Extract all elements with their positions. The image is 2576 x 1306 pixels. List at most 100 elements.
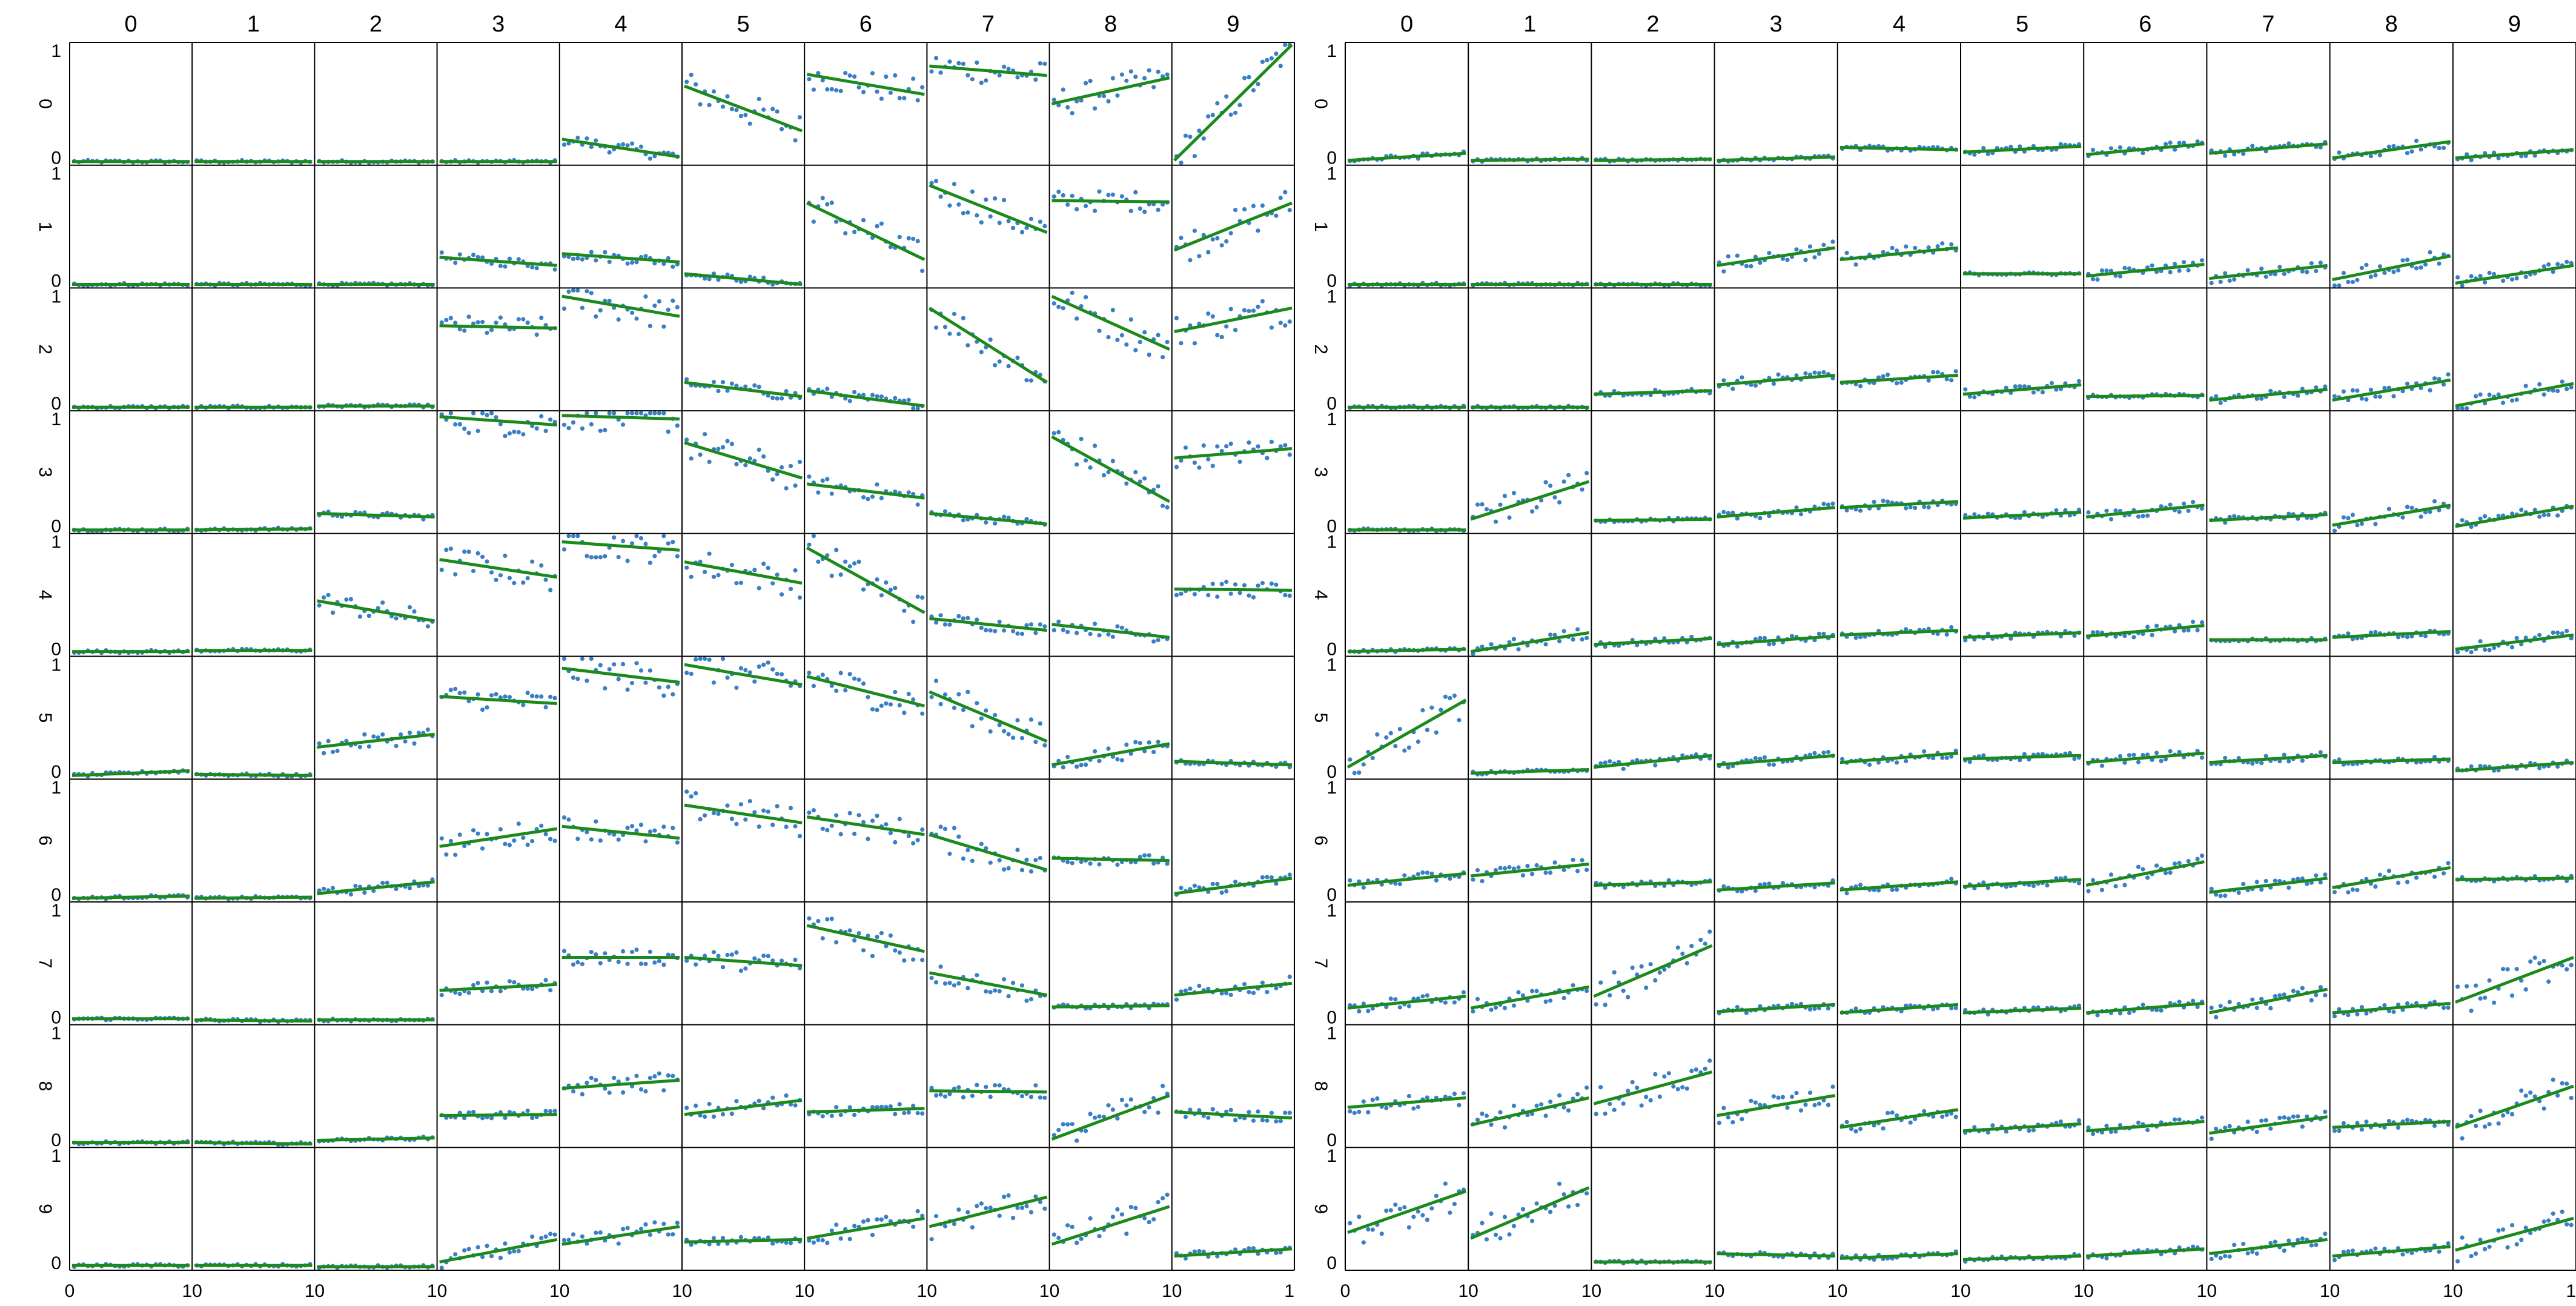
data-point-1-8-1-9 (1511, 1103, 1517, 1109)
data-point-0-8-6-3 (820, 1114, 825, 1119)
data-point-1-5-3-12 (1771, 762, 1776, 767)
fit-line-1-2-2 (1594, 389, 1712, 396)
fit-line-0-9-5 (684, 1238, 803, 1244)
data-point-1-3-3-4 (1735, 516, 1740, 521)
data-point-0-3-9-12 (1228, 442, 1233, 446)
data-point-1-7-2-6 (1621, 989, 1626, 993)
data-point-0-8-8-1 (1056, 1127, 1061, 1133)
data-point-1-8-1-7 (1502, 1125, 1508, 1130)
data-point-0-1-4-24 (670, 264, 675, 269)
data-point-0-0-8-16 (1124, 78, 1129, 83)
data-point-0-3-5-11 (734, 462, 739, 466)
data-point-0-2-3-10 (485, 330, 489, 336)
data-point-0-0-6-8 (843, 71, 848, 76)
data-point-1-3-5-2 (1972, 512, 1977, 517)
data-point-0-2-4-8 (598, 308, 603, 313)
data-point-0-6-5-23 (788, 806, 793, 810)
data-point-0-0-7-16 (1002, 64, 1007, 69)
data-point-0-2-3-5 (462, 328, 467, 333)
data-point-1-2-7-1 (2214, 394, 2219, 399)
data-point-0-9-8-22 (1151, 1217, 1156, 1222)
data-point-0-2-6-16 (879, 394, 884, 399)
data-point-1-2-9-5 (2478, 392, 2483, 397)
data-point-1-2-3-5 (1740, 375, 1744, 380)
data-point-0-5-3-3 (453, 686, 458, 691)
data-point-1-8-1-17 (1548, 1099, 1553, 1104)
data-point-0-2-9-21 (1269, 325, 1274, 330)
data-point-0-0-7-0 (929, 69, 934, 74)
data-point-0-2-6-19 (893, 396, 898, 401)
data-point-0-4-7-25 (1042, 624, 1047, 629)
data-point-0-0-4-17 (638, 144, 644, 149)
data-point-1-1-8-4 (2350, 279, 2355, 285)
data-point-1-3-6-25 (2200, 506, 2205, 511)
data-point-1-5-2-6 (1621, 766, 1626, 771)
data-point-0-4-7-18 (1011, 629, 1016, 634)
data-point-1-7-8-18 (2414, 1001, 2419, 1006)
fit-line-1-7-8 (2332, 1001, 2451, 1015)
data-point-0-3-6-16 (879, 496, 884, 500)
data-point-0-4-6-1 (811, 534, 816, 539)
data-point-1-1-6-2 (2095, 277, 2100, 282)
data-point-0-1-8-10 (1097, 189, 1102, 194)
data-point-0-9-6-2 (816, 1238, 821, 1242)
data-point-0-2-4-2 (571, 288, 576, 293)
data-point-0-9-8-4 (1070, 1224, 1074, 1229)
data-point-1-0-7-5 (2232, 152, 2237, 157)
data-point-1-4-8-9 (2373, 629, 2378, 635)
data-point-0-5-7-16 (1002, 729, 1007, 734)
data-point-0-4-2-21 (412, 609, 417, 614)
data-point-1-6-3-11 (1767, 881, 1772, 886)
data-point-0-5-7-20 (1019, 735, 1025, 741)
data-point-0-1-7-15 (997, 220, 1002, 225)
data-point-0-6-9-8 (1210, 881, 1215, 886)
data-point-0-3-7-17 (1006, 515, 1011, 520)
fit-line-1-7-5 (1962, 1006, 2082, 1015)
data-point-0-9-4-0 (561, 1238, 567, 1242)
data-point-0-8-6-25 (920, 1111, 925, 1116)
data-point-1-7-2-15 (1662, 967, 1667, 972)
data-point-0-2-3-8 (475, 320, 480, 325)
data-point-0-8-9-19 (1260, 1118, 1265, 1122)
fit-line-1-5-8 (2332, 757, 2451, 764)
data-point-1-2-9-6 (2483, 401, 2488, 406)
data-point-1-3-1-3 (1484, 507, 1489, 512)
data-point-1-1-6-9 (2127, 266, 2132, 271)
data-point-0-1-5-14 (747, 274, 752, 279)
data-point-0-1-4-6 (589, 250, 594, 254)
data-point-0-0-9-20 (1265, 58, 1270, 62)
data-point-1-4-1-12 (1525, 643, 1530, 648)
data-point-1-0-7-7 (2241, 151, 2246, 156)
data-point-1-5-9-3 (2469, 764, 2474, 769)
data-point-0-4-9-17 (1251, 595, 1256, 600)
data-point-0-8-7-23 (1033, 1083, 1038, 1088)
data-point-1-0-6-12 (2141, 151, 2145, 156)
data-point-1-1-3-9 (1758, 260, 1763, 265)
data-point-0-5-2-13 (376, 735, 380, 740)
data-point-0-6-7-8 (965, 847, 970, 852)
fit-line-0-2-8 (1051, 294, 1170, 351)
data-point-1-5-0-1 (1352, 771, 1357, 775)
data-point-1-6-3-8 (1753, 888, 1758, 893)
data-point-0-1-8-12 (1106, 193, 1111, 197)
data-point-0-3-7-7 (961, 518, 965, 523)
data-point-0-8-8-7 (1084, 1129, 1088, 1133)
data-point-0-6-3-5 (462, 843, 467, 849)
data-point-0-7-5-10 (729, 952, 734, 957)
data-point-1-6-7-3 (2223, 893, 2228, 898)
data-point-1-7-9-3 (2469, 1009, 2474, 1013)
data-point-0-8-8-15 (1119, 1098, 1124, 1102)
data-point-0-4-7-12 (984, 628, 988, 632)
fit-line-1-0-2 (1594, 157, 1712, 162)
data-point-1-4-4-14 (1904, 627, 1909, 632)
data-point-1-2-8-21 (2428, 388, 2432, 393)
column-label-0-5: 5 (737, 12, 750, 37)
data-point-1-4-6-21 (2182, 628, 2187, 633)
data-point-0-4-3-12 (494, 577, 498, 582)
data-point-0-2-8-10 (1097, 328, 1102, 333)
data-point-1-7-7-19 (2296, 990, 2300, 995)
data-point-0-0-6-21 (902, 96, 907, 101)
data-point-0-9-3-3 (453, 1252, 458, 1257)
data-point-1-4-9-3 (2469, 650, 2474, 655)
data-point-0-5-5-13 (743, 668, 748, 672)
